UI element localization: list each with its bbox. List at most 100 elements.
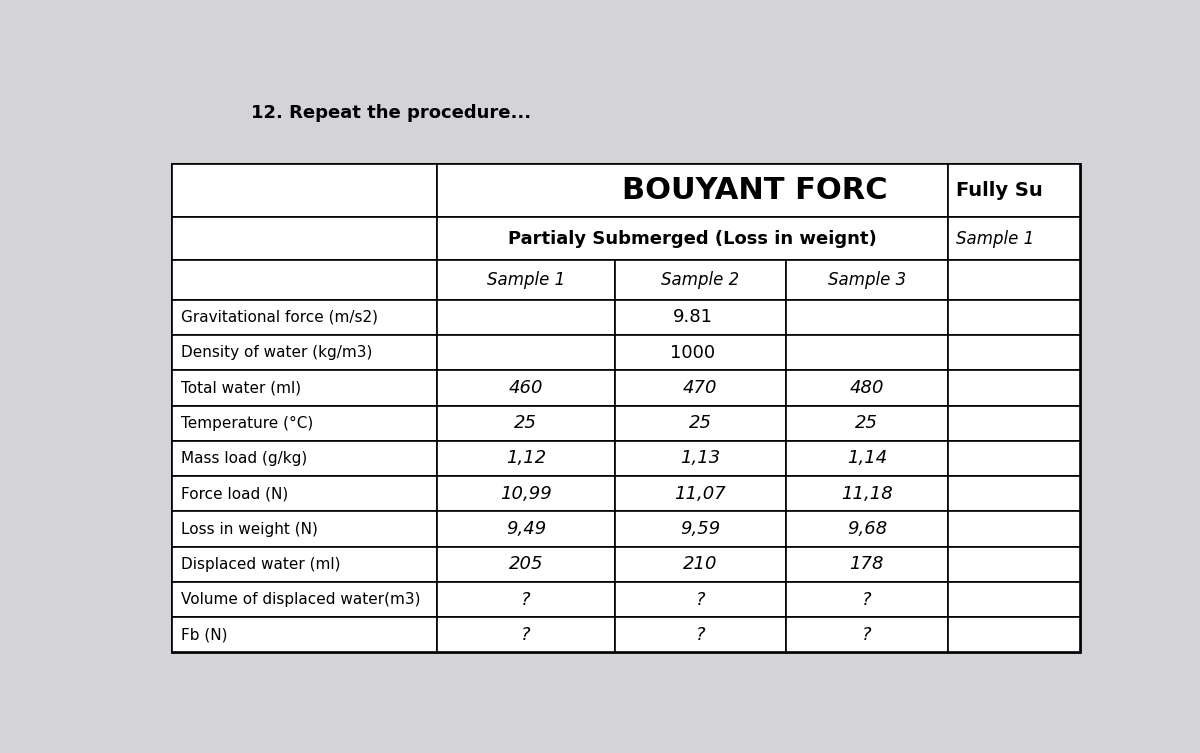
Bar: [786, 406, 948, 441]
Bar: [172, 476, 437, 511]
Text: 205: 205: [509, 555, 544, 573]
Bar: [616, 260, 786, 300]
Text: Temperature (°C): Temperature (°C): [181, 416, 313, 431]
Bar: [437, 218, 948, 260]
Bar: [616, 547, 786, 582]
Text: ?: ?: [862, 626, 871, 644]
Bar: [948, 547, 1080, 582]
Bar: [616, 406, 786, 441]
Bar: [948, 163, 1080, 218]
Bar: [948, 617, 1080, 652]
Text: 11,18: 11,18: [841, 485, 893, 503]
Bar: [786, 370, 948, 406]
Bar: [786, 476, 948, 511]
Bar: [172, 163, 437, 218]
Text: 1,12: 1,12: [505, 450, 546, 468]
Text: 25: 25: [856, 414, 878, 432]
Bar: [172, 260, 437, 300]
Text: 470: 470: [683, 379, 718, 397]
Text: 10,99: 10,99: [500, 485, 552, 503]
Text: 480: 480: [850, 379, 884, 397]
Bar: [786, 260, 948, 300]
Bar: [948, 476, 1080, 511]
Bar: [172, 370, 437, 406]
Text: ?: ?: [696, 590, 706, 608]
Bar: [437, 260, 616, 300]
Bar: [786, 335, 948, 370]
Text: BOUYANT FORC: BOUYANT FORC: [622, 176, 887, 205]
Text: 460: 460: [509, 379, 544, 397]
Text: 11,07: 11,07: [674, 485, 726, 503]
Bar: [172, 335, 437, 370]
Bar: [616, 441, 786, 476]
Text: 210: 210: [683, 555, 718, 573]
Text: 25: 25: [689, 414, 712, 432]
Text: Loss in weight (N): Loss in weight (N): [181, 522, 318, 537]
Bar: [786, 300, 948, 335]
Bar: [948, 300, 1080, 335]
Bar: [616, 617, 786, 652]
Bar: [437, 547, 616, 582]
Bar: [948, 260, 1080, 300]
Text: 9.81: 9.81: [672, 309, 713, 327]
Bar: [172, 300, 437, 335]
Bar: [172, 582, 437, 617]
Bar: [172, 511, 437, 547]
Text: 9,59: 9,59: [680, 520, 720, 538]
Bar: [172, 163, 1080, 652]
Text: ?: ?: [521, 590, 530, 608]
Text: ?: ?: [696, 626, 706, 644]
Bar: [437, 511, 616, 547]
Text: Fb (N): Fb (N): [181, 627, 228, 642]
Bar: [786, 441, 948, 476]
Bar: [948, 582, 1080, 617]
Text: 12. Repeat the procedure...: 12. Repeat the procedure...: [251, 105, 530, 123]
Text: Force load (N): Force load (N): [181, 486, 288, 501]
Bar: [437, 300, 616, 335]
Bar: [948, 335, 1080, 370]
Text: Mass load (g/kg): Mass load (g/kg): [181, 451, 307, 466]
Text: Density of water (kg/m3): Density of water (kg/m3): [181, 345, 372, 360]
Bar: [437, 441, 616, 476]
Bar: [437, 617, 616, 652]
Text: 178: 178: [850, 555, 884, 573]
Text: Fully Su: Fully Su: [956, 181, 1043, 200]
Bar: [437, 406, 616, 441]
Bar: [616, 335, 786, 370]
Text: ?: ?: [862, 590, 871, 608]
Text: 9,49: 9,49: [505, 520, 546, 538]
Bar: [948, 406, 1080, 441]
Text: 1000: 1000: [670, 343, 715, 361]
Text: 25: 25: [515, 414, 538, 432]
Bar: [786, 547, 948, 582]
Bar: [437, 163, 948, 218]
Bar: [786, 511, 948, 547]
Bar: [948, 218, 1080, 260]
Bar: [172, 547, 437, 582]
Text: Partialy Submerged (Loss in weignt): Partialy Submerged (Loss in weignt): [508, 230, 877, 248]
Text: Gravitational force (m/s2): Gravitational force (m/s2): [181, 310, 378, 325]
Bar: [172, 441, 437, 476]
Bar: [172, 617, 437, 652]
Bar: [437, 370, 616, 406]
Text: 1,13: 1,13: [680, 450, 720, 468]
Bar: [172, 406, 437, 441]
Bar: [948, 441, 1080, 476]
Text: ?: ?: [521, 626, 530, 644]
Text: 9,68: 9,68: [847, 520, 887, 538]
Bar: [437, 476, 616, 511]
Text: Total water (ml): Total water (ml): [181, 380, 301, 395]
Text: Sample 2: Sample 2: [661, 271, 739, 289]
Text: 1,14: 1,14: [847, 450, 887, 468]
Bar: [616, 370, 786, 406]
Text: Sample 1: Sample 1: [956, 230, 1034, 248]
Text: Volume of displaced water(m3): Volume of displaced water(m3): [181, 592, 420, 607]
Text: Sample 1: Sample 1: [487, 271, 565, 289]
Bar: [948, 370, 1080, 406]
Bar: [437, 582, 616, 617]
Bar: [616, 300, 786, 335]
Bar: [616, 511, 786, 547]
Bar: [172, 218, 437, 260]
Bar: [437, 335, 616, 370]
Text: Displaced water (ml): Displaced water (ml): [181, 556, 341, 572]
